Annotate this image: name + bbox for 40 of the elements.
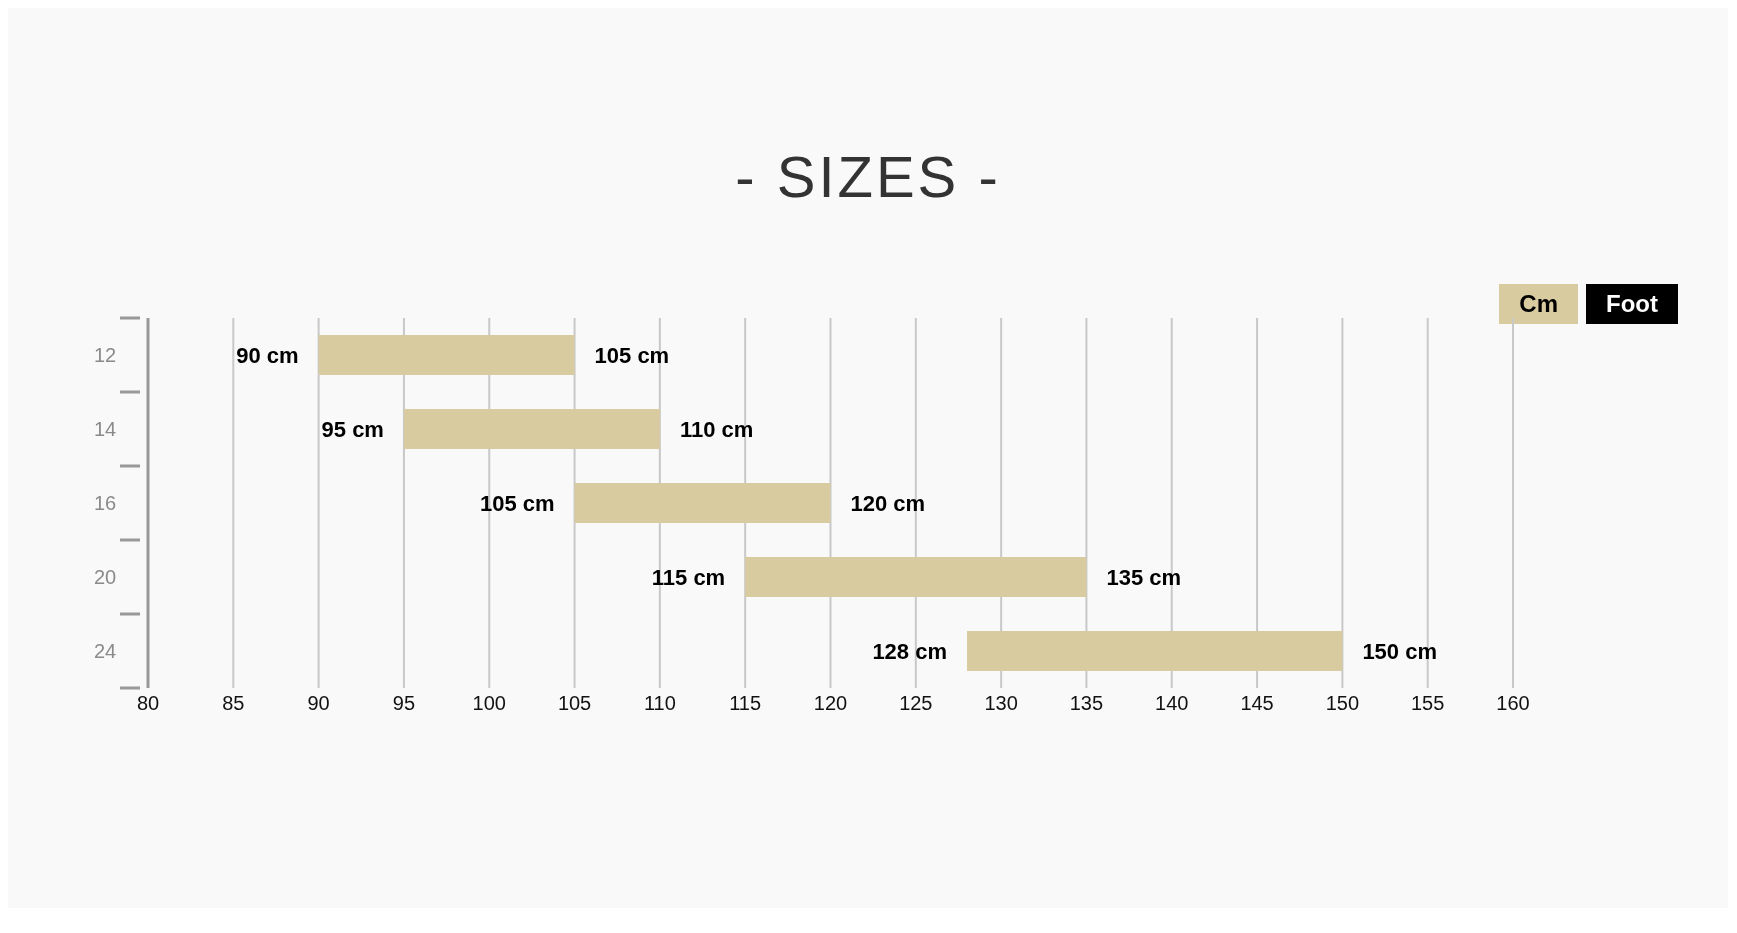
x-tick-label: 85	[222, 692, 245, 715]
x-tick-label: 120	[813, 692, 848, 715]
x-tick-label: 130	[984, 692, 1018, 715]
y-tick-label: 20	[93, 566, 117, 588]
bar	[403, 409, 660, 449]
annotation: 150 cm	[1362, 639, 1437, 664]
annotation: 90 cm	[236, 343, 299, 368]
x-tick-label: 125	[899, 692, 933, 715]
x-tick-label: 90	[307, 692, 330, 715]
x-tick-label: 150	[1325, 692, 1360, 715]
bar	[574, 483, 831, 523]
y-tick-label: 14	[93, 418, 117, 440]
x-tick-label: 135	[1069, 692, 1104, 715]
annotation: 128 cm	[872, 639, 947, 664]
x-tick-label: 160	[1496, 692, 1530, 715]
annotation: 110 cm	[679, 417, 754, 442]
bar	[318, 335, 575, 375]
y-tick-label: 16	[93, 492, 117, 514]
bar	[967, 631, 1343, 671]
x-tick-label: 80	[136, 692, 160, 715]
annotation: 95 cm	[321, 417, 384, 442]
x-tick-label: 155	[1411, 692, 1445, 715]
toggle-button: Foot	[1586, 284, 1678, 324]
x-tick-label: 140	[1155, 692, 1189, 715]
x-tick-label: 145	[1240, 692, 1274, 715]
annotation: 105 cm	[594, 343, 670, 368]
annotation: 120 cm	[850, 491, 926, 516]
x-tick-label: 110	[643, 692, 676, 715]
x-tick-label: 115	[729, 692, 762, 715]
chart-title: - SIZES -	[734, 143, 1002, 210]
x-tick-label: 95	[392, 692, 416, 715]
toggle-button: Cm	[1499, 284, 1578, 324]
y-tick-label: 24	[93, 640, 117, 662]
x-tick-label: 100	[472, 692, 506, 715]
x-tick-label: 105	[557, 692, 592, 715]
annotation: 135 cm	[1106, 565, 1182, 590]
bar	[745, 557, 1087, 597]
annotation: 105 cm	[479, 491, 555, 516]
y-tick-label: 12	[93, 344, 117, 366]
annotation: 115 cm	[651, 565, 726, 590]
